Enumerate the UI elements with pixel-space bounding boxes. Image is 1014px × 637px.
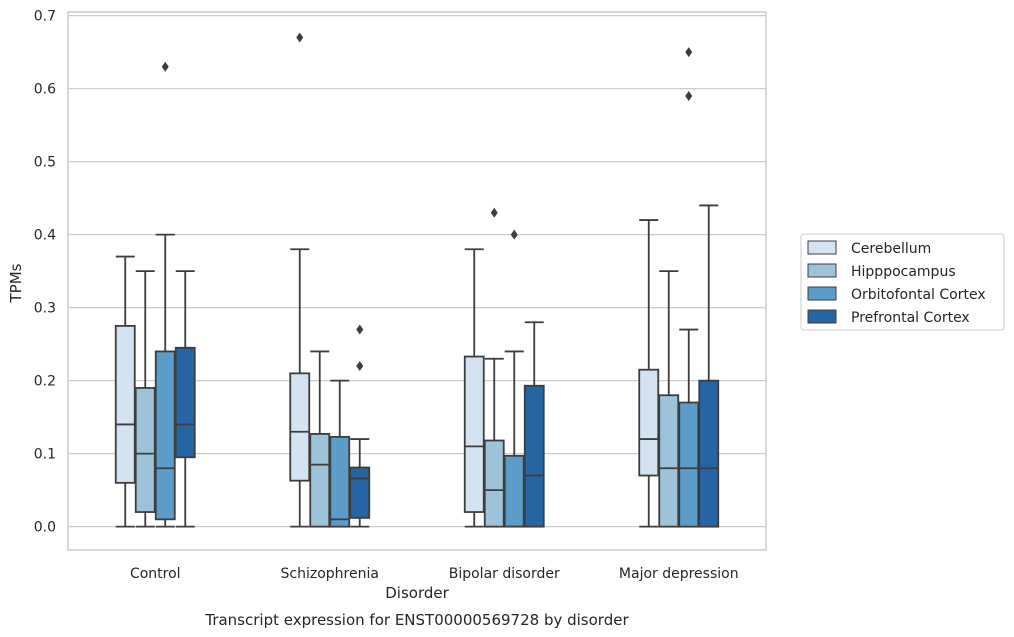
x-tick-label: Control (130, 566, 181, 582)
box-iqr (154, 350, 176, 521)
box-iqr (349, 466, 371, 519)
legend-swatch (807, 240, 837, 255)
legend-frame (800, 233, 1005, 331)
box-cerebellum (638, 219, 660, 528)
y-tick-label: 0.5 (34, 155, 56, 171)
box-orbitofontal-cortex (154, 61, 176, 528)
outlier-point (685, 47, 693, 58)
legend-swatch (807, 263, 837, 278)
box-iqr (503, 454, 525, 528)
y-tick-label: 0.7 (34, 9, 56, 25)
legend-label: Prefrontal Cortex (851, 310, 970, 326)
box-orbitofontal-cortex (678, 47, 700, 528)
box-cerebellum (463, 248, 485, 528)
box-prefrontal-cortex (349, 324, 371, 528)
box-iqr (523, 384, 545, 528)
y-tick-label: 0.1 (34, 447, 56, 463)
y-axis-label: TPMs (7, 263, 25, 303)
y-tick-label: 0.0 (34, 520, 56, 536)
plot-frame (67, 11, 767, 551)
legend-swatch (807, 286, 837, 301)
legend-swatch (807, 309, 837, 324)
box-orbitofontal-cortex (503, 229, 525, 528)
x-axis-label: Disorder (385, 584, 449, 602)
box-hipppocampus (658, 270, 680, 528)
y-tick-label: 0.3 (34, 301, 56, 317)
legend-label: Orbitofontal Cortex (851, 287, 986, 303)
x-tick-label: Schizophrenia (281, 566, 379, 582)
box-prefrontal-cortex (698, 204, 720, 528)
box-iqr (638, 368, 660, 477)
outlier-point (685, 90, 693, 101)
chart-caption: Transcript expression for ENST0000056972… (204, 611, 629, 629)
outlier-point (161, 61, 169, 72)
y-tick-label: 0.2 (34, 374, 56, 390)
legend: Cerebellum Hipppocampus Orbitofontal Corte… (800, 233, 1005, 331)
box-iqr (463, 355, 485, 513)
box-iqr (698, 379, 720, 528)
outlier-point (296, 32, 304, 43)
box-orbitofontal-cortex (329, 379, 351, 528)
y-axis-ticks: 0.0 0.1 0.2 0.3 0.4 0.5 0.6 0.7 (34, 9, 56, 536)
box-hipppocampus (309, 350, 331, 528)
box-iqr (483, 439, 505, 528)
box-iqr (329, 435, 351, 528)
box-iqr (658, 394, 680, 528)
x-tick-label: Bipolar disorder (449, 566, 560, 582)
box-prefrontal-cortex (174, 270, 196, 528)
legend-label: Hipppocampus (851, 264, 956, 280)
box-iqr (174, 346, 196, 459)
box-hipppocampus (483, 207, 505, 528)
y-tick-label: 0.6 (34, 82, 56, 98)
box-cerebellum (289, 32, 311, 528)
outlier-point (490, 207, 498, 218)
box-iqr (134, 387, 156, 513)
box-prefrontal-cortex (523, 321, 545, 528)
box-iqr (114, 324, 136, 484)
box-groups (114, 32, 720, 528)
legend-label: Cerebellum (851, 241, 931, 257)
box-cerebellum (114, 255, 136, 528)
outlier-point (356, 324, 364, 335)
box-iqr (678, 401, 700, 528)
x-axis-ticks: Control Schizophrenia Bipolar disorder Majo… (130, 566, 739, 582)
y-tick-label: 0.4 (34, 228, 56, 244)
gridlines (68, 15, 766, 528)
box-hipppocampus (134, 270, 156, 528)
outlier-point (510, 229, 518, 240)
outlier-point (356, 361, 364, 372)
box-iqr (309, 433, 331, 528)
x-tick-label: Major depression (619, 566, 739, 582)
box-iqr (289, 372, 311, 482)
